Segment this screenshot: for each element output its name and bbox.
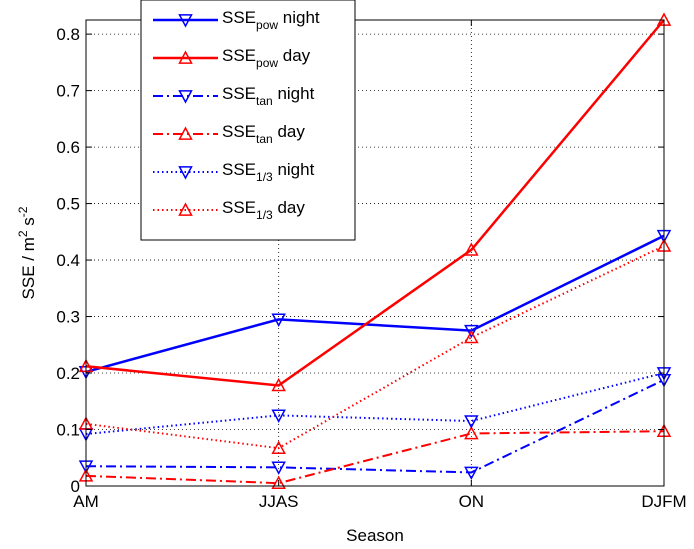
data-point xyxy=(271,377,286,392)
x-tick-label: DJFM xyxy=(641,492,686,511)
axis-ticks: 0 0.1 0.2 0.3 0.4 0.5 0.6 0.7 0.8 AM JJAS ON DJFM xyxy=(56,20,687,511)
legend-entry: SSE1/3 day xyxy=(153,198,305,222)
y-tick-label: 0.6 xyxy=(56,138,80,157)
data-point xyxy=(271,475,286,490)
series-line xyxy=(85,378,665,474)
y-tick-label: 0.8 xyxy=(56,25,80,44)
series-line xyxy=(85,19,665,387)
data-point xyxy=(464,242,479,256)
y-tick-label: 0.3 xyxy=(56,308,80,327)
data-point xyxy=(271,440,286,455)
y-tick-label: 0.7 xyxy=(56,82,80,101)
data-point xyxy=(464,425,479,440)
legend-box xyxy=(140,0,356,241)
x-tick-label: AM xyxy=(73,492,99,511)
series-line xyxy=(85,430,665,485)
data-point xyxy=(271,461,286,475)
legend-label: SSEtan day xyxy=(222,122,305,146)
legend-entry: SSE1/3 night xyxy=(153,160,315,184)
legend-entry: SSEpow day xyxy=(153,46,311,70)
legend-label: SSEpow day xyxy=(222,46,311,70)
data-point xyxy=(271,313,286,327)
data-point xyxy=(464,466,479,481)
legend-marker xyxy=(178,202,193,216)
legend-entry: SSEtan night xyxy=(153,84,315,108)
y-tick-label: 0 xyxy=(71,477,80,496)
plot-frame xyxy=(85,19,665,487)
legend-label: SSE1/3 day xyxy=(222,198,305,222)
data-point xyxy=(464,415,479,429)
data-point xyxy=(464,324,479,339)
x-tick-label: ON xyxy=(459,492,485,511)
series-line xyxy=(85,234,665,374)
series-line xyxy=(85,245,665,450)
legend-entry: SSEpow night xyxy=(153,8,320,32)
legend-marker xyxy=(178,126,193,140)
x-axis-label: Season xyxy=(346,526,404,545)
legend-label: SSE1/3 night xyxy=(222,160,315,184)
legend-marker xyxy=(178,50,193,64)
y-axis-label: SSE / m2 s-2 xyxy=(16,206,38,299)
data-point xyxy=(271,409,286,423)
data-point xyxy=(464,329,479,344)
legend-entry: SSEtan day xyxy=(153,122,305,146)
y-tick-label: 0.4 xyxy=(56,251,80,270)
legend-label: SSEpow night xyxy=(222,8,320,32)
y-tick-label: 0.5 xyxy=(56,195,80,214)
legend-marker xyxy=(178,90,193,104)
y-tick-label: 0.2 xyxy=(56,364,80,383)
series-layer xyxy=(78,12,672,490)
legend-marker xyxy=(178,166,193,180)
x-tick-label: JJAS xyxy=(259,492,299,511)
y-tick-label: 0.1 xyxy=(56,421,80,440)
legend-label: SSEtan night xyxy=(222,84,315,108)
legend-marker xyxy=(178,14,193,28)
legend: SSEpow night SSEpow day SSEtan night SSEtan… xyxy=(140,0,356,241)
